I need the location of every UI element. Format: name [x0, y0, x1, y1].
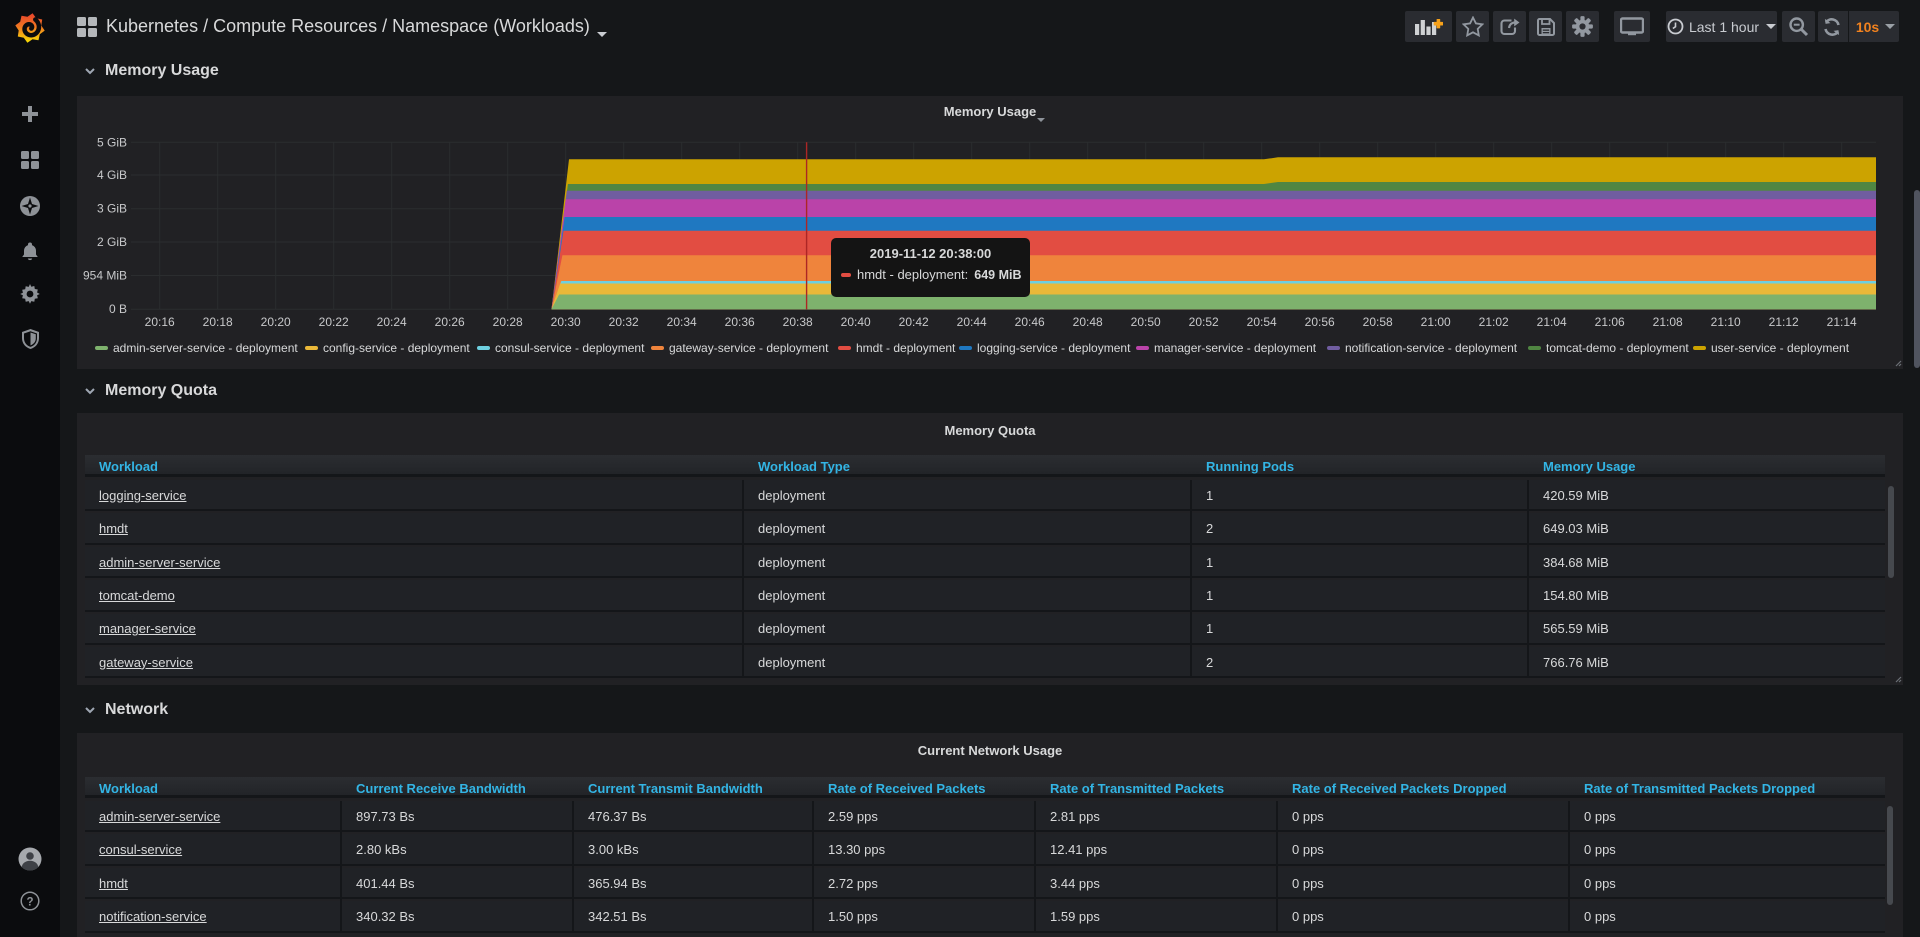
svg-text:20:22: 20:22: [319, 315, 349, 329]
svg-text:20:18: 20:18: [203, 315, 233, 329]
svg-text:21:04: 21:04: [1537, 315, 1567, 329]
svg-text:20:16: 20:16: [145, 315, 175, 329]
svg-text:20:24: 20:24: [377, 315, 407, 329]
svg-text:20:52: 20:52: [1189, 315, 1219, 329]
svg-text:20:40: 20:40: [841, 315, 871, 329]
svg-text:20:46: 20:46: [1015, 315, 1045, 329]
svg-text:20:54: 20:54: [1247, 315, 1277, 329]
svg-text:21:14: 21:14: [1827, 315, 1857, 329]
svg-text:954 MiB: 954 MiB: [83, 269, 127, 283]
svg-text:20:32: 20:32: [609, 315, 639, 329]
svg-text:20:34: 20:34: [667, 315, 697, 329]
svg-text:20:38: 20:38: [783, 315, 813, 329]
svg-text:20:56: 20:56: [1305, 315, 1335, 329]
svg-text:5 GiB: 5 GiB: [97, 135, 127, 149]
svg-text:20:28: 20:28: [493, 315, 523, 329]
svg-text:20:26: 20:26: [435, 315, 465, 329]
svg-text:20:20: 20:20: [261, 315, 291, 329]
svg-text:2 GiB: 2 GiB: [97, 235, 127, 249]
svg-text:20:30: 20:30: [551, 315, 581, 329]
svg-text:0 B: 0 B: [109, 302, 127, 316]
svg-text:?: ?: [26, 897, 33, 909]
svg-text:4 GiB: 4 GiB: [97, 168, 127, 182]
svg-text:20:36: 20:36: [725, 315, 755, 329]
svg-text:21:02: 21:02: [1479, 315, 1509, 329]
svg-text:21:10: 21:10: [1711, 315, 1741, 329]
svg-text:20:48: 20:48: [1073, 315, 1103, 329]
svg-text:20:50: 20:50: [1131, 315, 1161, 329]
svg-text:21:08: 21:08: [1653, 315, 1683, 329]
svg-text:20:42: 20:42: [899, 315, 929, 329]
svg-text:20:44: 20:44: [957, 315, 987, 329]
svg-text:21:12: 21:12: [1769, 315, 1799, 329]
svg-text:3 GiB: 3 GiB: [97, 202, 127, 216]
svg-text:20:58: 20:58: [1363, 315, 1393, 329]
svg-text:21:06: 21:06: [1595, 315, 1625, 329]
svg-text:21:00: 21:00: [1421, 315, 1451, 329]
